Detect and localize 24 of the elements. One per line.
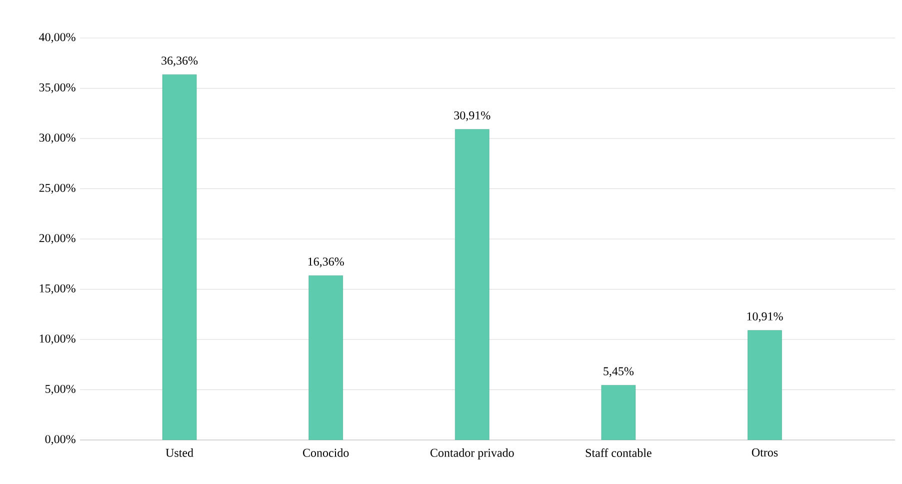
y-tick-label: 0,00% (45, 435, 76, 445)
x-tick-label: Otros (752, 448, 778, 457)
x-tick-label: Staff contable (586, 448, 652, 458)
bar (454, 129, 490, 440)
data-label: 10,91% (747, 312, 783, 322)
y-tick-label: 40,00% (39, 33, 76, 43)
y-tick-label: 25,00% (39, 184, 76, 194)
y-tick-label: 35,00% (39, 83, 76, 94)
data-label: 16,36% (308, 258, 344, 268)
y-tick-label: 30,00% (39, 134, 76, 144)
bar (162, 74, 197, 440)
data-label: 5,45% (604, 367, 634, 378)
y-tick-label: 20,00% (39, 234, 76, 244)
x-tick-label: Conocido (302, 448, 349, 457)
bar (601, 385, 636, 440)
y-tick-label: 15,00% (40, 284, 76, 294)
bar (308, 275, 343, 440)
bar (748, 330, 782, 440)
x-tick-label: Usted (166, 448, 194, 457)
data-label: 36,36% (162, 56, 198, 66)
data-label: 30,91% (454, 111, 490, 122)
y-tick-label: 10,00% (40, 334, 76, 344)
x-tick-label: Contador privado (430, 448, 514, 460)
y-tick-label: 5,00% (46, 384, 76, 395)
